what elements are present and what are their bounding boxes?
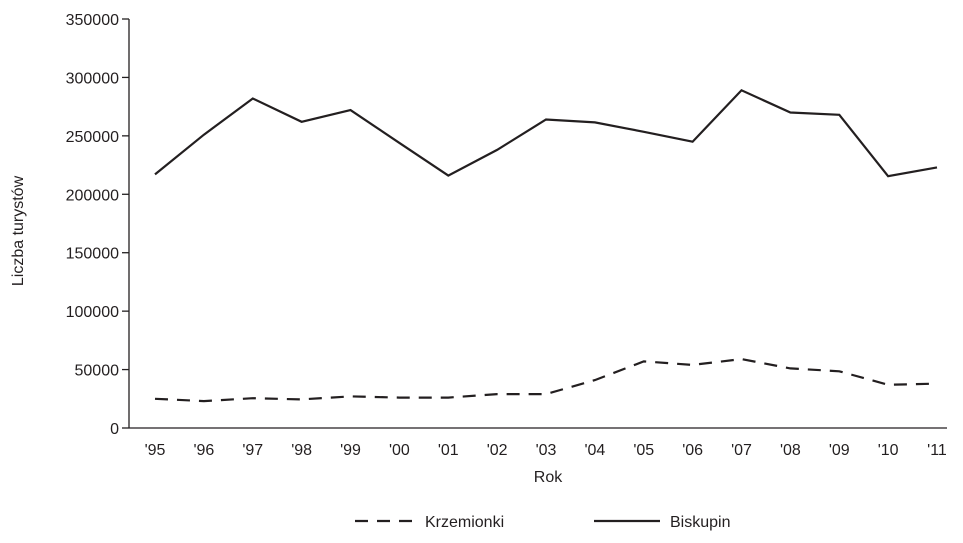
series-line-biskupin	[155, 90, 937, 176]
x-tick-label: '10	[878, 442, 899, 459]
series-lines	[155, 90, 937, 401]
x-tick-label: '00	[389, 442, 410, 459]
x-tick-label: '02	[487, 442, 508, 459]
x-tick-label: '06	[682, 442, 703, 459]
series-line-krzemionki	[155, 359, 937, 401]
x-axis-label: Rok	[534, 469, 563, 486]
x-tick-label: '09	[829, 442, 850, 459]
x-tick-label: '99	[340, 442, 361, 459]
y-tick-label: 300000	[66, 70, 119, 87]
x-tick-label: '04	[584, 442, 605, 459]
y-tick-label: 250000	[66, 129, 119, 146]
x-axis: '95 '96 '97 '98 '99 '00 '01 '02 '03 '04 '05 '06 '07 '…	[129, 428, 947, 459]
x-tick-label: '95	[145, 442, 166, 459]
y-tick-label: 0	[110, 421, 119, 438]
y-tick-label: 100000	[66, 304, 119, 321]
y-axis-label: Liczba turystów	[10, 175, 27, 286]
x-tick-label: '96	[193, 442, 214, 459]
legend: Krzemionki Biskupin	[355, 514, 730, 531]
x-tick-label: '07	[731, 442, 752, 459]
x-tick-label: '03	[536, 442, 557, 459]
y-tick-label: 50000	[75, 363, 120, 380]
x-tick-label: '01	[438, 442, 459, 459]
y-tick-label: 200000	[66, 187, 119, 204]
x-tick-label: '97	[242, 442, 263, 459]
y-axis: 0 50000 100000 150000 200000 250000 300000 3500…	[66, 12, 129, 438]
legend-label-krzemionki: Krzemionki	[425, 514, 504, 531]
y-tick-label: 150000	[66, 246, 119, 263]
x-tick-label: '98	[291, 442, 312, 459]
x-tick-label: '08	[780, 442, 801, 459]
x-tick-label: '05	[633, 442, 654, 459]
legend-label-biskupin: Biskupin	[670, 514, 730, 531]
y-tick-label: 350000	[66, 12, 119, 29]
x-tick-label: '11	[927, 442, 947, 459]
